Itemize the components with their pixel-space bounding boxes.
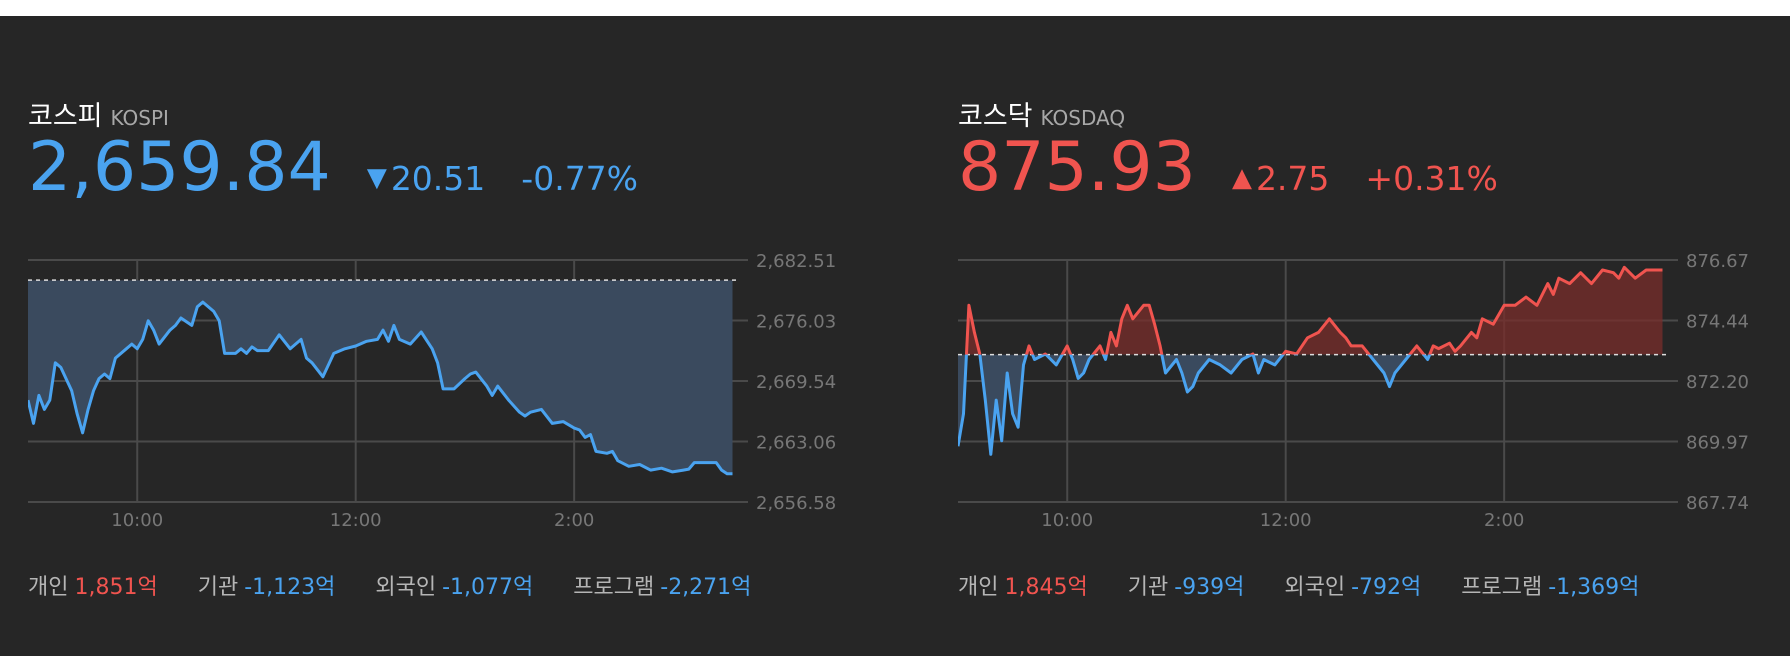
- market-name-ko: 코스닥: [958, 101, 1033, 132]
- index-value: 2,659.84: [28, 128, 331, 207]
- y-tick-label: 2,669.54: [756, 372, 836, 393]
- flow-value: -792억: [1351, 575, 1422, 600]
- change-amount: 20.51: [390, 159, 486, 198]
- market-name-en: KOSDAQ: [1040, 106, 1126, 130]
- y-tick-label: 867.74: [1686, 493, 1749, 514]
- flow-label: 외국인: [1284, 575, 1346, 600]
- flow-label: 개인: [28, 575, 69, 600]
- flow-institution: 기관 -1,123억: [198, 575, 336, 600]
- y-tick-label: 874.44: [1686, 312, 1749, 333]
- flow-foreigner: 외국인 -1,077억: [375, 575, 533, 600]
- flow-value: -1,123억: [244, 575, 336, 600]
- flow-label: 프로그램: [573, 575, 655, 600]
- y-tick-label: 2,663.06: [756, 433, 836, 454]
- x-tick-label: 12:00: [1260, 510, 1312, 531]
- kosdaq-investor-flows: 개인 1,845억 기관 -939억 외국인 -792억 프로그램 -1,369억: [958, 569, 1679, 601]
- x-tick-label: 10:00: [111, 510, 163, 531]
- market-index-panel: 코스피 KOSPI 2,659.84 ▼ 20.51 -0.77% 2,682.5…: [0, 16, 1790, 656]
- flow-label: 개인: [958, 575, 999, 600]
- kosdaq-section: 코스닥 KOSDAQ 875.93 ▲ 2.75 +0.31% 876.67 874…: [958, 16, 1790, 656]
- flow-label: 기관: [1127, 575, 1169, 600]
- change-amount: 2.75: [1255, 159, 1330, 198]
- y-tick-label: 876.67: [1686, 251, 1749, 272]
- change-percent: +0.31%: [1365, 159, 1498, 198]
- kosdaq-quote: 875.93 ▲ 2.75 +0.31%: [958, 134, 1498, 202]
- y-tick-label: 869.97: [1686, 433, 1749, 454]
- market-name-en: KOSPI: [110, 106, 169, 130]
- area-above-baseline: [966, 267, 1663, 355]
- y-tick-label: 2,656.58: [756, 493, 836, 514]
- triangle-down-icon: ▼: [366, 163, 387, 193]
- kosdaq-title: 코스닥 KOSDAQ: [958, 94, 1125, 133]
- kospi-section: 코스피 KOSPI 2,659.84 ▼ 20.51 -0.77% 2,682.5…: [28, 16, 888, 656]
- flow-foreigner: 외국인 -792억: [1284, 575, 1421, 600]
- flow-value: -1,369억: [1548, 575, 1640, 600]
- flow-individual: 개인 1,845억: [958, 575, 1088, 600]
- flow-program: 프로그램 -1,369억: [1461, 575, 1639, 600]
- flow-program: 프로그램 -2,271억: [573, 575, 751, 600]
- flow-value: -2,271억: [660, 575, 752, 600]
- flow-label: 프로그램: [1461, 575, 1543, 600]
- x-tick-label: 12:00: [330, 510, 382, 531]
- price-line-below: [28, 300, 733, 476]
- y-tick-label: 2,676.03: [756, 312, 836, 333]
- kosdaq-intraday-chart: 876.67 874.44 872.20 869.97 867.74 10:00 12:00…: [958, 251, 1749, 531]
- index-value: 875.93: [958, 128, 1196, 207]
- x-tick-label: 10:00: [1041, 510, 1093, 531]
- change-percent: -0.77%: [521, 159, 639, 198]
- x-tick-label: 2:00: [554, 510, 594, 531]
- kospi-investor-flows: 개인 1,851억 기관 -1,123억 외국인 -1,077억 프로그램 -2,271억: [28, 569, 791, 601]
- kospi-title: 코스피 KOSPI: [28, 94, 169, 133]
- area-below-baseline: [28, 280, 733, 474]
- kospi-intraday-chart: 2,682.51 2,676.03 2,669.54 2,663.06 2,656.58…: [28, 251, 836, 531]
- flow-value: -1,077억: [442, 575, 534, 600]
- market-name-ko: 코스피: [28, 101, 103, 132]
- price-line-below: [958, 354, 1432, 456]
- x-tick-label: 2:00: [1484, 510, 1524, 531]
- price-line-above: [964, 265, 1663, 355]
- flow-value: 1,845억: [1004, 575, 1088, 600]
- kospi-quote: 2,659.84 ▼ 20.51 -0.77%: [28, 134, 638, 202]
- y-tick-label: 872.20: [1686, 372, 1749, 393]
- flow-institution: 기관 -939억: [1128, 575, 1245, 600]
- flow-value: -939억: [1174, 575, 1245, 600]
- flow-label: 기관: [197, 575, 239, 600]
- flow-label: 외국인: [375, 575, 437, 600]
- flow-individual: 개인 1,851억: [28, 575, 158, 600]
- flow-value: 1,851억: [74, 575, 158, 600]
- triangle-up-icon: ▲: [1231, 163, 1252, 193]
- y-tick-label: 2,682.51: [756, 251, 836, 272]
